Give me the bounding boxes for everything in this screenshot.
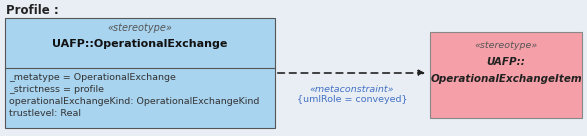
Text: _metatype = OperationalExchange: _metatype = OperationalExchange <box>9 73 176 83</box>
Text: {umlRole = conveyed}: {umlRole = conveyed} <box>297 95 407 104</box>
Text: operationalExchangeKind: OperationalExchangeKind: operationalExchangeKind: OperationalExch… <box>9 98 259 106</box>
Text: UAFP::OperationalExchange: UAFP::OperationalExchange <box>52 39 228 49</box>
Text: «stereotype»: «stereotype» <box>474 41 538 50</box>
Text: OperationalExchangeItem: OperationalExchangeItem <box>430 74 582 84</box>
Text: «stereotype»: «stereotype» <box>107 23 173 33</box>
Text: UAFP::: UAFP:: <box>487 57 525 67</box>
Text: Profile :: Profile : <box>6 4 59 18</box>
Text: trustlevel: Real: trustlevel: Real <box>9 109 81 118</box>
Text: _strictness = profile: _strictness = profile <box>9 86 104 95</box>
Text: «metaconstraint»: «metaconstraint» <box>310 85 394 94</box>
Bar <box>430 32 582 118</box>
Bar <box>5 18 275 128</box>
